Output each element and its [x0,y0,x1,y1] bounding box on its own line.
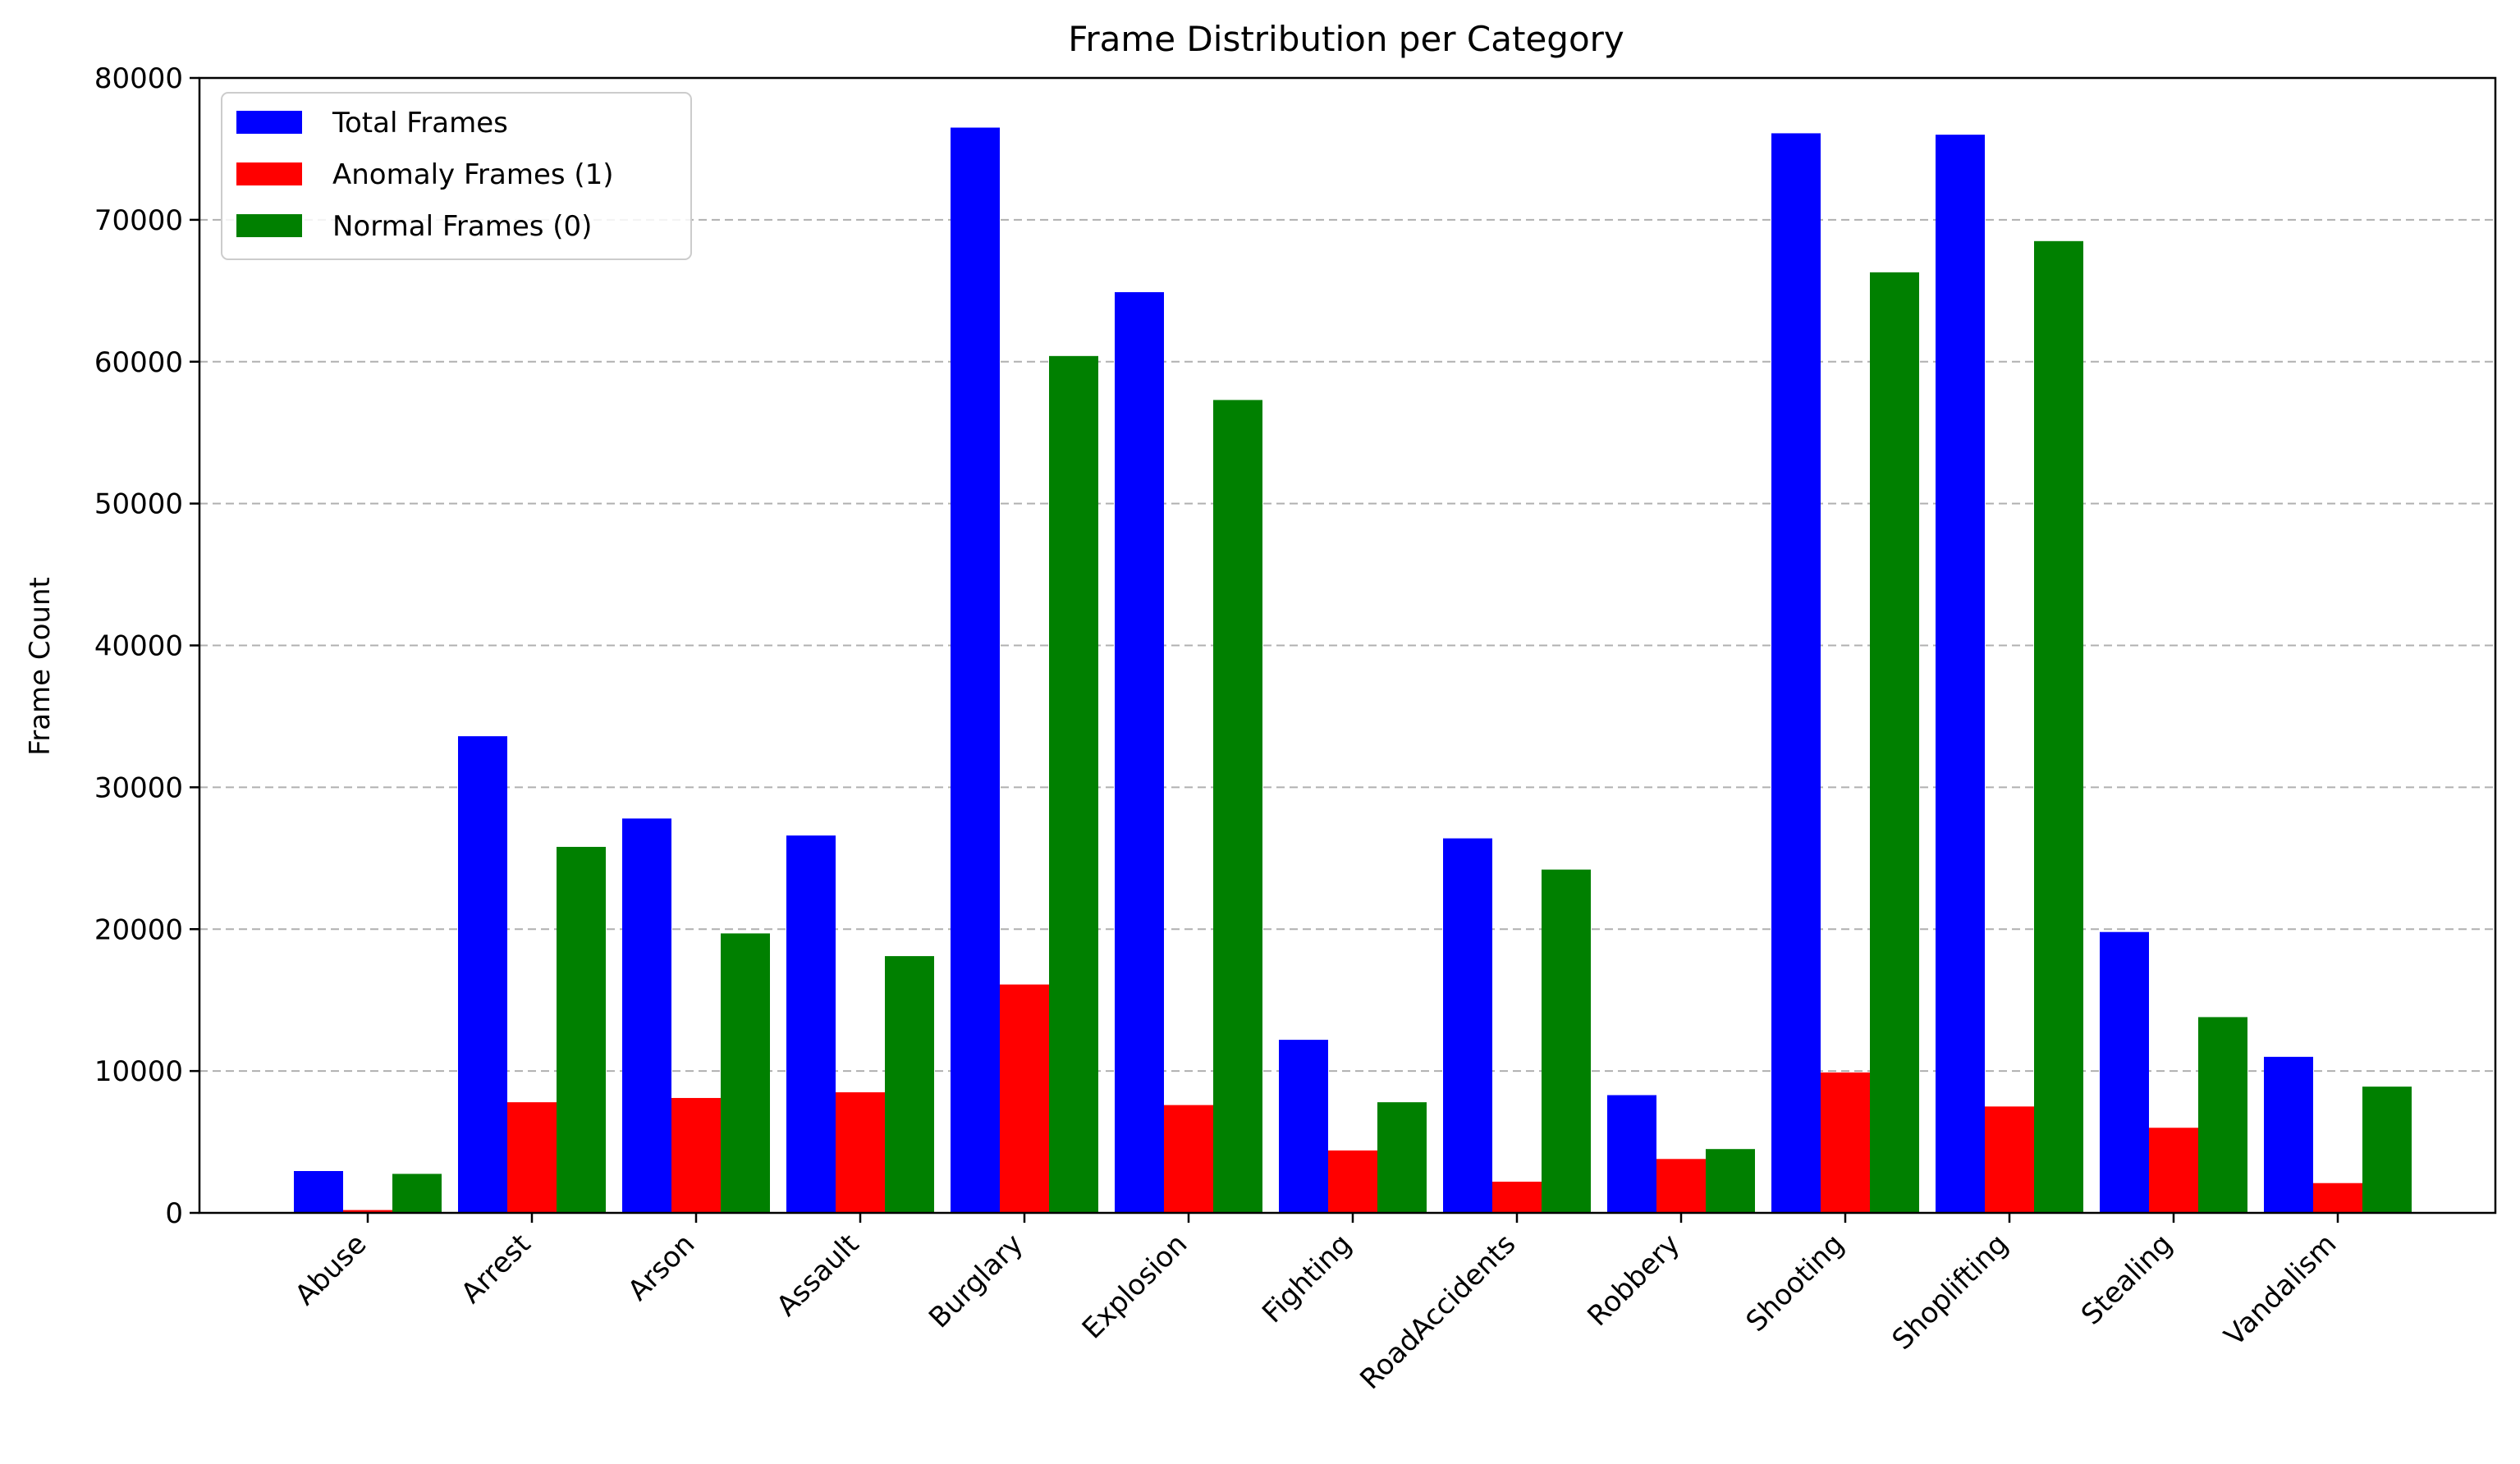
bar [2198,1017,2247,1213]
bar [1000,984,1049,1213]
legend-swatch [236,162,302,185]
bar [1115,292,1164,1213]
bar [458,736,507,1213]
bar [2149,1128,2198,1213]
y-tick-label: 0 [165,1197,183,1230]
bar [1821,1072,1870,1213]
bar [1542,869,1591,1213]
legend-label: Total Frames [332,107,508,140]
bar [2100,931,2149,1213]
legend-swatch [236,214,302,237]
bar [622,818,671,1213]
chart-title: Frame Distribution per Category [1068,19,1624,59]
legend-box [221,92,692,260]
bar [1213,400,1262,1213]
legend: Total Frames Anomaly Frames (1) Normal Fra… [221,92,692,260]
bar [671,1097,721,1213]
legend-label: Normal Frames (0) [332,210,592,243]
bar [1377,1102,1427,1213]
bar [343,1210,392,1213]
bar [1936,135,1985,1213]
bar [885,956,934,1213]
legend-label: Anomaly Frames (1) [332,158,614,191]
bar [951,127,1000,1214]
bar [1870,272,1919,1213]
bar [836,1092,885,1213]
bar [1607,1095,1656,1213]
bar [2034,240,2083,1213]
bar [1328,1150,1377,1213]
bar [1706,1149,1755,1213]
bars [294,127,2412,1214]
y-tick-label: 10000 [94,1055,183,1088]
legend-swatch [236,111,302,134]
bar [2264,1056,2313,1213]
bar [557,846,606,1213]
bar [1049,355,1098,1214]
bar [1985,1106,2034,1213]
y-tick-label: 40000 [94,630,183,663]
bar [1164,1105,1213,1213]
bar [1279,1040,1328,1213]
y-tick-label: 60000 [94,346,183,379]
bar [721,933,770,1213]
y-axis-label: Frame Count [24,577,57,756]
bar [1771,133,1821,1213]
bar [1492,1181,1542,1213]
y-tick-label: 50000 [94,488,183,521]
bar [294,1171,343,1213]
y-tick-label: 80000 [94,62,183,95]
bar [1443,838,1492,1213]
bar [2362,1087,2412,1213]
y-tick-label: 20000 [94,913,183,946]
bar [392,1173,442,1213]
y-tick-label: 30000 [94,771,183,804]
bar [507,1102,557,1213]
bar [2313,1183,2362,1213]
bar [786,835,836,1213]
y-tick-label: 70000 [94,204,183,237]
bar [1656,1159,1706,1213]
